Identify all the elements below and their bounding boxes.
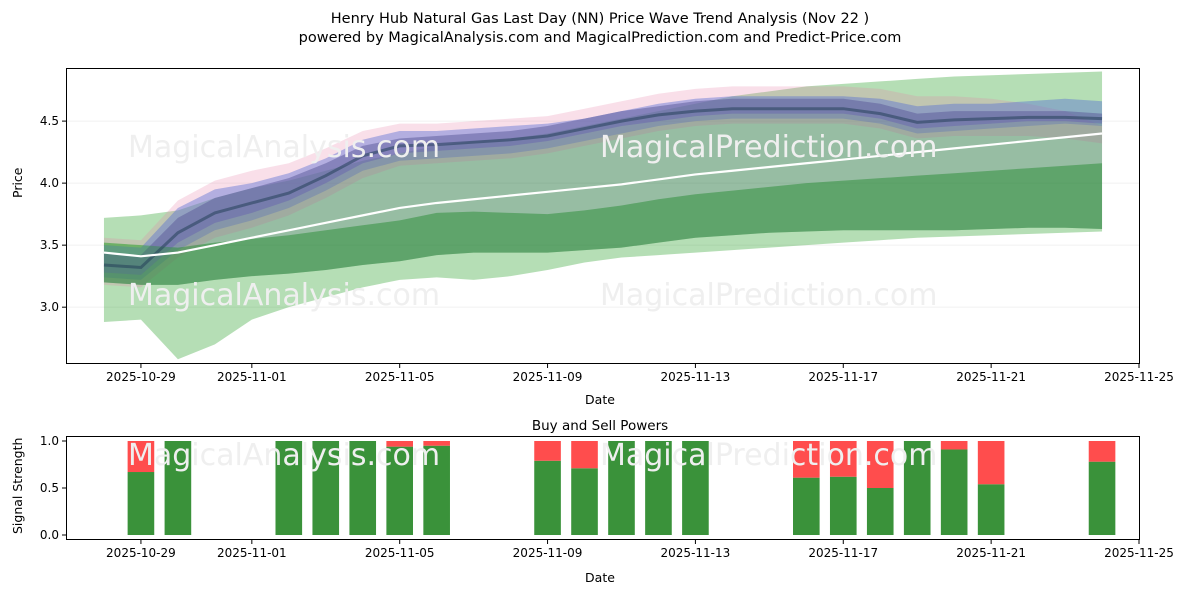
svg-text:2025-11-05: 2025-11-05 [365,546,435,560]
svg-text:2025-11-25: 2025-11-25 [1104,370,1174,384]
svg-text:4.5: 4.5 [40,114,59,128]
svg-text:0.5: 0.5 [40,481,59,495]
svg-text:2025-11-13: 2025-11-13 [661,546,731,560]
price-y-axis-label: Price [10,168,25,199]
svg-text:2025-10-29: 2025-10-29 [106,370,176,384]
svg-text:2025-11-01: 2025-11-01 [217,370,287,384]
svg-text:2025-11-09: 2025-11-09 [513,370,583,384]
svg-text:2025-11-21: 2025-11-21 [956,370,1026,384]
title-line-2: powered by MagicalAnalysis.com and Magic… [0,29,1200,48]
svg-text:2025-11-09: 2025-11-09 [513,546,583,560]
buy-sell-powers-chart [66,436,1140,540]
page-title: Henry Hub Natural Gas Last Day (NN) Pric… [0,10,1200,48]
buy-sell-x-axis-label: Date [0,570,1200,585]
svg-text:3.5: 3.5 [40,238,59,252]
svg-text:2025-11-25: 2025-11-25 [1104,546,1174,560]
svg-text:2025-11-01: 2025-11-01 [217,546,287,560]
svg-text:2025-11-21: 2025-11-21 [956,546,1026,560]
price-x-axis-label: Date [0,392,1200,407]
svg-text:0.0: 0.0 [40,528,59,542]
svg-text:2025-11-05: 2025-11-05 [365,370,435,384]
svg-text:2025-11-17: 2025-11-17 [808,546,878,560]
svg-text:2025-11-17: 2025-11-17 [808,370,878,384]
buy-sell-powers-svg [67,437,1139,539]
price-wave-chart [66,68,1140,364]
svg-text:2025-11-13: 2025-11-13 [661,370,731,384]
chart-page: Henry Hub Natural Gas Last Day (NN) Pric… [0,0,1200,600]
signal-strength-y-axis-label: Signal Strength [10,438,25,534]
svg-text:4.0: 4.0 [40,176,59,190]
price-wave-svg [67,69,1139,363]
svg-text:1.0: 1.0 [40,434,59,448]
svg-text:3.0: 3.0 [40,300,59,314]
svg-text:2025-10-29: 2025-10-29 [106,546,176,560]
title-line-1: Henry Hub Natural Gas Last Day (NN) Pric… [0,10,1200,29]
buy-sell-title: Buy and Sell Powers [0,418,1200,434]
